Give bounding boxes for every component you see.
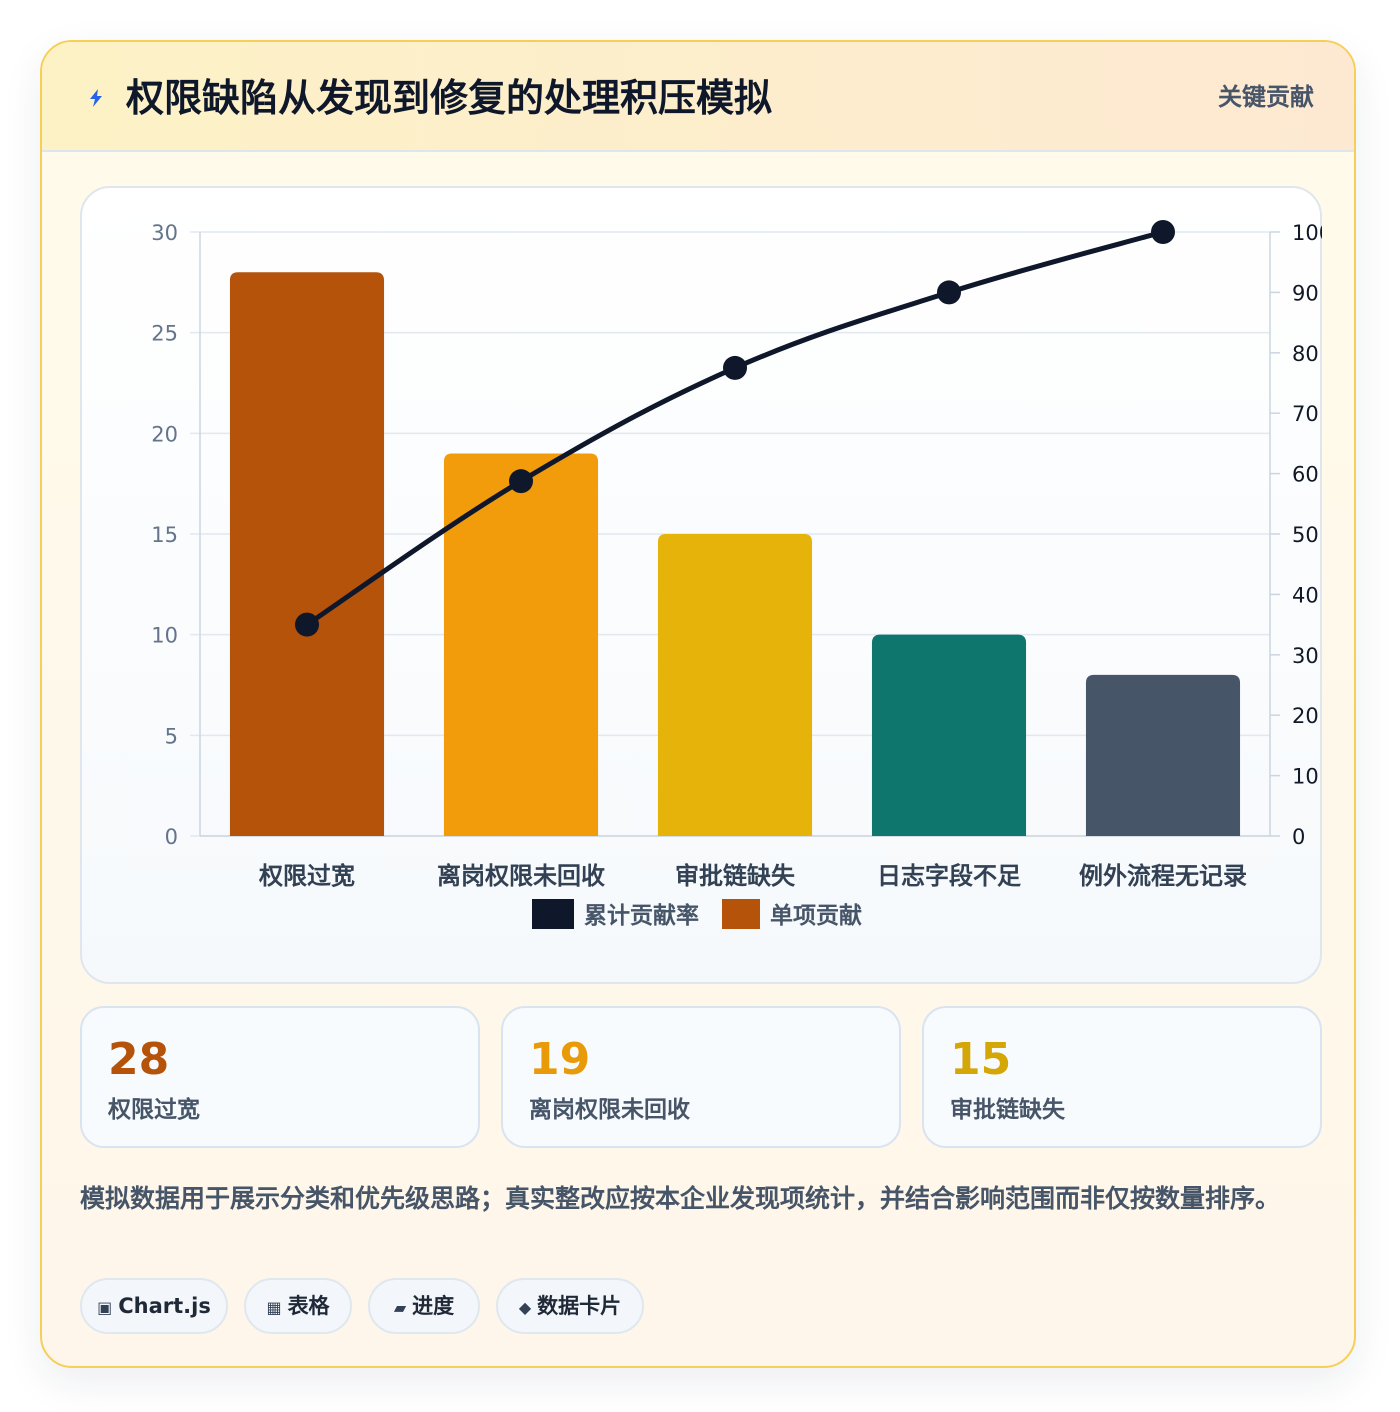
y-right-tick-label: 10 <box>1292 765 1319 789</box>
chip-label: 数据卡片 <box>537 1294 622 1318</box>
x-tick-label: 例外流程无记录 <box>1079 862 1247 890</box>
stat-value: 19 <box>529 1034 591 1085</box>
x-tick-label: 日志字段不足 <box>877 862 1021 890</box>
stat-label: 权限过宽 <box>108 1097 200 1123</box>
legend-swatch <box>722 899 760 929</box>
y-right-tick-label: 70 <box>1292 402 1319 426</box>
y-left-tick-label: 0 <box>165 825 178 849</box>
stat-card-1: 28 权限过宽 <box>80 1006 480 1148</box>
header-tag: 关键贡献 <box>1218 83 1314 111</box>
bar <box>657 534 813 836</box>
stat-card-3: 15 审批链缺失 <box>922 1006 1322 1148</box>
chip-data-card[interactable]: ◆ 数据卡片 <box>496 1278 644 1334</box>
y-left-tick-label: 10 <box>151 624 178 648</box>
footnote: 模拟数据用于展示分类和优先级思路；真实整改应按本企业发现项统计，并结合影响范围而… <box>80 1184 1281 1213</box>
line-point <box>1151 220 1175 244</box>
y-left-tick-label: 30 <box>151 221 178 245</box>
x-tick-label: 审批链缺失 <box>675 862 796 890</box>
line-point <box>509 469 533 494</box>
stat-label: 离岗权限未回收 <box>529 1097 690 1123</box>
line-point <box>937 280 961 305</box>
y-right-tick-label: 40 <box>1292 583 1319 607</box>
chip-table[interactable]: ▦ 表格 <box>244 1278 352 1334</box>
y-right-tick-label: 50 <box>1292 523 1319 547</box>
progress-icon: ▰ <box>393 1298 407 1317</box>
stat-label: 审批链缺失 <box>950 1097 1065 1123</box>
y-left-tick-label: 5 <box>165 724 178 748</box>
diamond-icon: ◆ <box>518 1298 532 1317</box>
x-tick-label: 权限过宽 <box>258 862 355 890</box>
y-right-tick-label: 30 <box>1292 644 1319 668</box>
pareto-chart: 0 5 10 15 20 25 30 0 10 20 30 40 50 60 70 80 90 100 权限过宽 离岗… <box>151 220 1322 929</box>
line-point <box>723 355 747 380</box>
y-right-tick-label: 20 <box>1292 704 1319 728</box>
y-left-tick-label: 20 <box>151 422 178 446</box>
y-right-tick-label: 60 <box>1292 463 1319 487</box>
pareto-card: 权限缺陷从发现到修复的处理积压模拟 关键贡献 0 5 10 15 20 25 30 0 10 20… <box>40 40 1356 1368</box>
bar <box>1085 674 1241 836</box>
chip-label: 进度 <box>412 1294 455 1318</box>
legend-swatch <box>532 899 574 929</box>
y-right-tick-label: 90 <box>1292 281 1319 305</box>
stat-value: 28 <box>108 1034 170 1085</box>
stat-value: 15 <box>950 1034 1012 1085</box>
stat-card-2: 19 离岗权限未回收 <box>501 1006 901 1148</box>
y-left-tick-label: 25 <box>151 322 178 346</box>
bar <box>871 634 1027 836</box>
y-left-tick-label: 15 <box>151 523 178 547</box>
legend-label: 累计贡献率 <box>584 902 699 929</box>
bar <box>229 272 385 836</box>
chip-chartjs[interactable]: ▣ Chart.js <box>80 1278 228 1334</box>
y-right-tick-label: 100 <box>1292 221 1322 245</box>
chip-label: Chart.js <box>118 1294 211 1318</box>
chip-label: 表格 <box>287 1294 330 1318</box>
chart-panel: 0 5 10 15 20 25 30 0 10 20 30 40 50 60 70 80 90 100 权限过宽 离岗… <box>80 186 1322 984</box>
chip-progress[interactable]: ▰ 进度 <box>368 1278 480 1334</box>
page-title: 权限缺陷从发现到修复的处理积压模拟 <box>126 76 773 120</box>
x-tick-label: 离岗权限未回收 <box>437 862 605 890</box>
legend-label: 单项贡献 <box>770 903 862 929</box>
bar <box>443 453 599 836</box>
square-icon: ▣ <box>97 1298 113 1317</box>
lightning-bolt-icon <box>90 89 102 107</box>
table-icon: ▦ <box>266 1298 282 1317</box>
line-point <box>295 612 319 637</box>
y-right-tick-label: 80 <box>1292 342 1319 366</box>
card-header: 权限缺陷从发现到修复的处理积压模拟 关键贡献 <box>42 42 1354 152</box>
y-right-tick-label: 0 <box>1292 825 1305 849</box>
